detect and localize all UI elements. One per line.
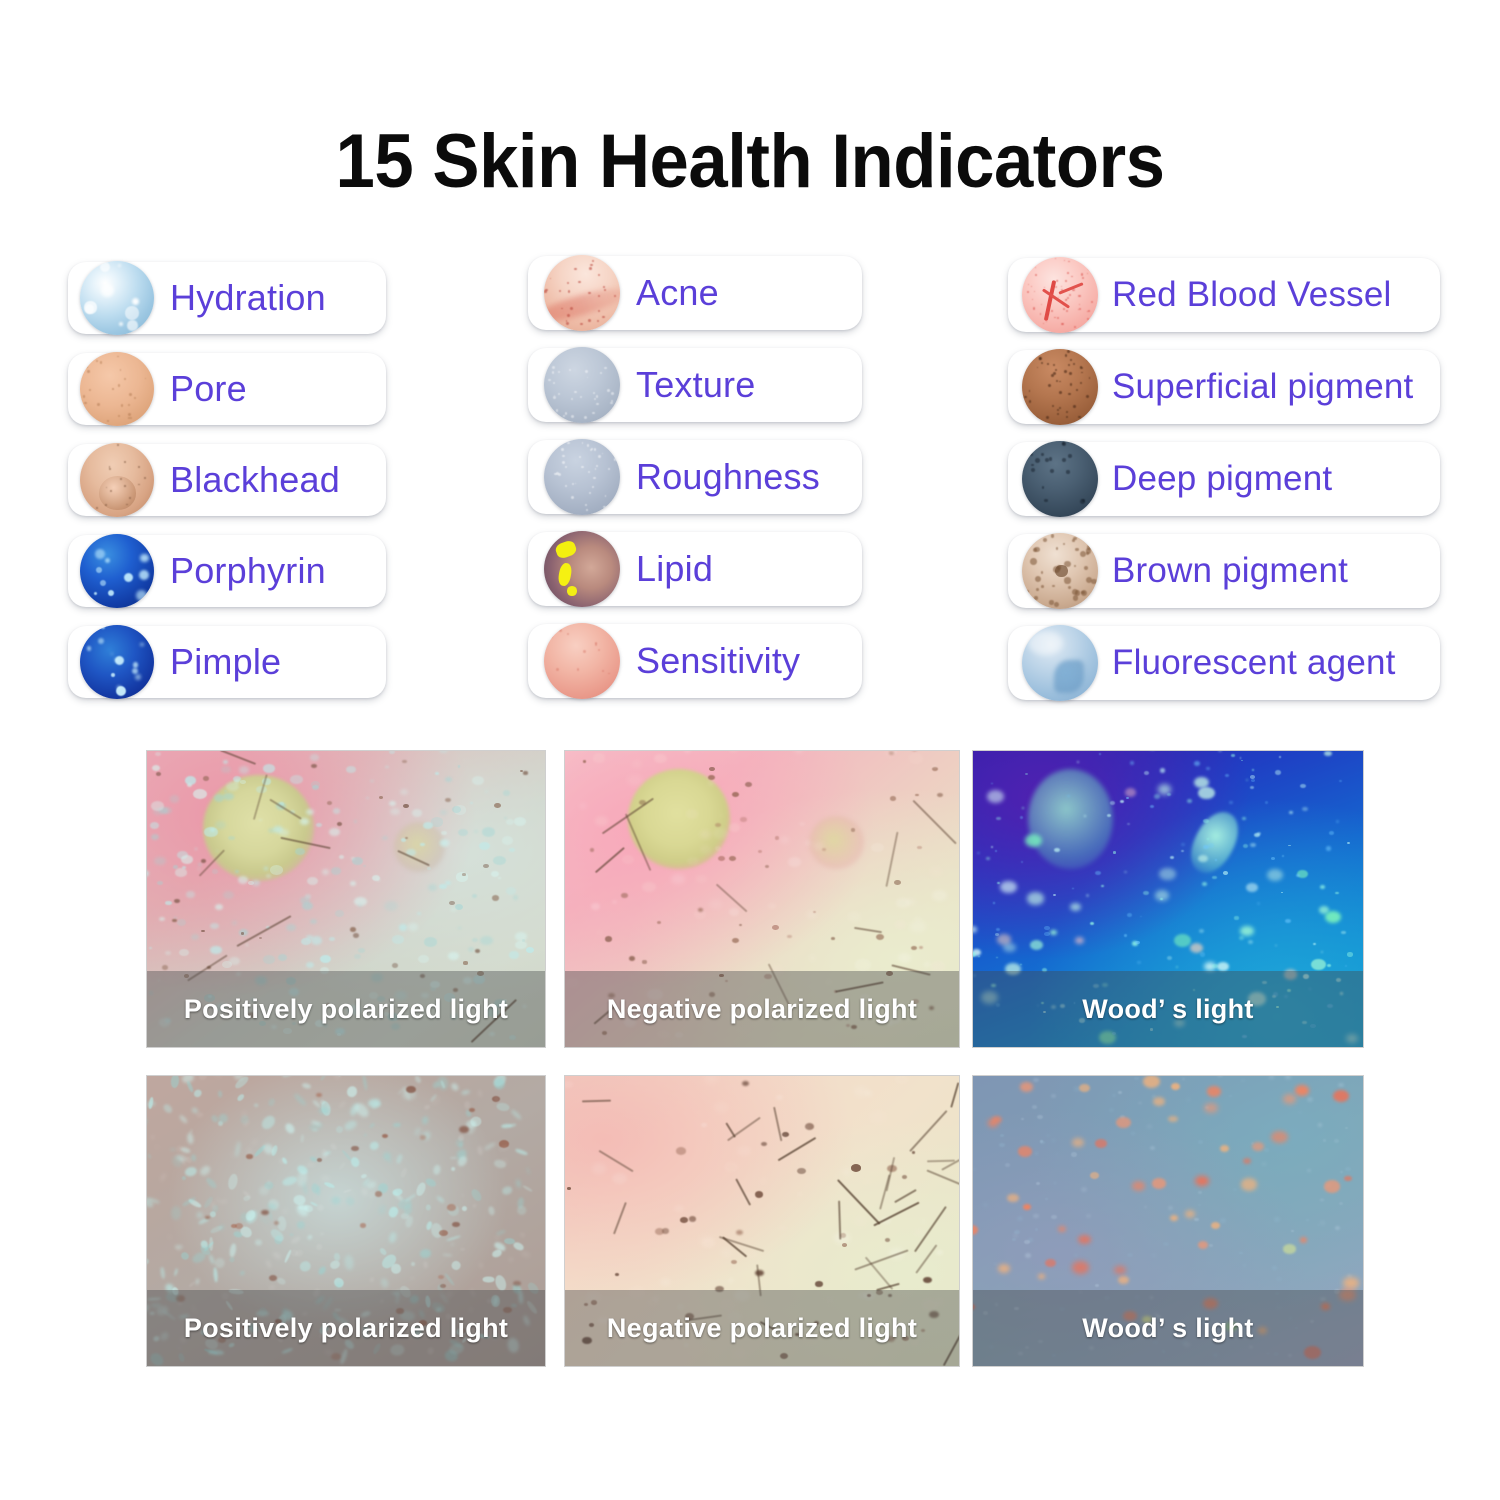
sample-photo-caption-text: Wood’ s light — [1082, 993, 1254, 1024]
sample-photo-caption: Wood’ s light — [973, 971, 1363, 1047]
indicator-pill[interactable]: Deep pigment — [1008, 441, 1440, 517]
pore-thumb — [80, 352, 154, 426]
indicator-pill-label: Red Blood Vessel — [1112, 275, 1392, 314]
sample-photo-tile: Negative polarized light — [564, 750, 960, 1048]
sample-photo-caption-text: Negative polarized light — [606, 1312, 918, 1343]
sample-photo-tile: Wood’ s light — [972, 1075, 1364, 1367]
indicator-pill-label: Superficial pigment — [1112, 367, 1414, 406]
indicator-pill-label: Acne — [636, 272, 719, 313]
lipid-thumb — [544, 531, 620, 607]
indicator-pill-label: Texture — [636, 364, 756, 405]
indicator-pill-label: Sensitivity — [636, 640, 801, 681]
indicator-pill-label: Brown pigment — [1112, 551, 1349, 590]
indicator-pill[interactable]: Fluorescent agent — [1008, 625, 1440, 701]
pore-positive-polarized — [147, 1076, 545, 1366]
texture-thumb — [544, 347, 620, 423]
indicator-pill-label: Pimple — [170, 641, 282, 682]
indicator-pill-label: Deep pigment — [1112, 459, 1333, 498]
acne-thumb — [544, 255, 620, 331]
sample-photo-caption-text: Positively polarized light — [183, 993, 509, 1024]
indicator-pill-label: Blackhead — [170, 459, 340, 500]
indicator-pill[interactable]: Blackhead — [68, 443, 386, 517]
sample-photo-tile: Positively polarized light — [146, 750, 546, 1048]
indicator-pill[interactable]: Texture — [528, 347, 862, 423]
sample-photo-caption: Negative polarized light — [565, 1290, 959, 1366]
sample-photo-tile: Negative polarized light — [564, 1075, 960, 1367]
sample-photo-caption-text: Positively polarized light — [183, 1312, 509, 1343]
sample-photo-caption-text: Negative polarized light — [606, 993, 918, 1024]
sample-photo-caption: Positively polarized light — [147, 1290, 545, 1366]
sample-photo-caption: Positively polarized light — [147, 971, 545, 1047]
sample-photo-tile: Wood’ s light — [972, 750, 1364, 1048]
indicator-pill[interactable]: Pore — [68, 352, 386, 426]
indicator-pill[interactable]: Acne — [528, 255, 862, 331]
sample-photo-caption: Negative polarized light — [565, 971, 959, 1047]
sample-photo-tile: Positively polarized light — [146, 1075, 546, 1367]
indicator-pill-label: Porphyrin — [170, 550, 326, 591]
indicator-pill-label: Fluorescent agent — [1112, 643, 1396, 682]
indicator-pill[interactable]: Sensitivity — [528, 623, 862, 699]
page-title: 15 Skin Health Indicators — [335, 118, 1165, 204]
indicator-pill-label: Roughness — [636, 456, 820, 497]
indicator-pill[interactable]: Lipid — [528, 531, 862, 607]
sensitivity-thumb — [544, 623, 620, 699]
indicator-pill-label: Lipid — [636, 548, 714, 589]
sample-photo-caption: Wood’ s light — [973, 1290, 1363, 1366]
indicator-column-1: Hydration Pore Blackhead Porphyrin Pimple — [68, 261, 386, 717]
indicator-pill[interactable]: Red Blood Vessel — [1008, 257, 1440, 333]
indicator-pill-label: Pore — [170, 368, 247, 409]
indicator-pill-label: Hydration — [170, 277, 326, 318]
sample-photo-caption-text: Wood’ s light — [1082, 1312, 1254, 1343]
indicator-column-2: Acne Texture Roughness Lipid Sensitivity — [528, 255, 862, 716]
indicator-pill[interactable]: Superficial pigment — [1008, 349, 1440, 425]
